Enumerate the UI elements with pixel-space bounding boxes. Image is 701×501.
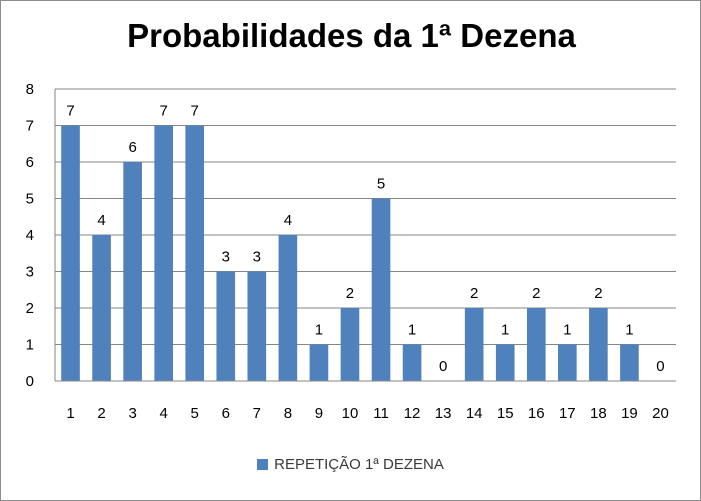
bar xyxy=(61,125,80,381)
data-label: 0 xyxy=(439,358,447,375)
data-label: 1 xyxy=(625,322,633,339)
y-tick-label: 6 xyxy=(26,154,34,171)
bar xyxy=(309,344,329,381)
data-label: 0 xyxy=(656,358,664,375)
data-label: 1 xyxy=(501,322,509,339)
bar xyxy=(371,198,391,381)
y-tick-label: 2 xyxy=(26,300,34,317)
chart-title: Probabilidades da 1ª Dezena xyxy=(127,17,576,54)
y-tick-label: 0 xyxy=(26,373,34,390)
data-label: 1 xyxy=(563,322,571,339)
x-tick-label: 18 xyxy=(590,405,607,422)
legend-label: REPETIÇÃO 1ª DEZENA xyxy=(274,456,444,473)
data-label: 2 xyxy=(346,285,354,302)
data-label: 5 xyxy=(377,176,385,193)
y-tick-label: 4 xyxy=(26,227,34,244)
x-tick-label: 15 xyxy=(497,405,514,422)
x-tick-label: 7 xyxy=(253,405,261,422)
bar xyxy=(526,308,546,381)
x-tick-label: 20 xyxy=(652,405,669,422)
y-tick-label: 7 xyxy=(26,118,34,135)
x-tick-label: 2 xyxy=(97,405,105,422)
data-label: 7 xyxy=(191,103,199,120)
bar xyxy=(340,308,360,381)
x-tick-label: 6 xyxy=(222,405,230,422)
bar xyxy=(495,344,515,381)
bar xyxy=(154,125,173,381)
bar xyxy=(558,344,577,381)
y-tick-label: 8 xyxy=(26,81,34,98)
x-tick-label: 8 xyxy=(284,405,292,422)
x-tick-label: 10 xyxy=(342,405,359,422)
bar xyxy=(247,271,267,381)
data-label: 3 xyxy=(253,249,261,266)
bar xyxy=(464,308,484,381)
x-tick-label: 12 xyxy=(404,405,421,422)
bar xyxy=(185,125,205,381)
bar xyxy=(278,235,298,381)
x-tick-label: 1 xyxy=(66,405,74,422)
bar xyxy=(123,162,142,381)
x-tick-label: 9 xyxy=(315,405,323,422)
data-label: 4 xyxy=(97,212,105,229)
data-label: 6 xyxy=(128,139,136,156)
bar xyxy=(589,308,608,381)
bar xyxy=(620,344,639,381)
y-tick-label: 1 xyxy=(26,337,34,354)
data-label: 1 xyxy=(315,322,323,339)
x-tick-label: 4 xyxy=(160,405,168,422)
data-label: 2 xyxy=(470,285,478,302)
x-tick-label: 5 xyxy=(191,405,199,422)
x-tick-label: 16 xyxy=(528,405,545,422)
data-label: 1 xyxy=(408,322,416,339)
x-tick-label: 3 xyxy=(128,405,136,422)
y-tick-label: 3 xyxy=(26,264,34,281)
x-tick-label: 17 xyxy=(559,405,576,422)
x-tick-label: 13 xyxy=(435,405,452,422)
data-label: 2 xyxy=(532,285,540,302)
data-label: 4 xyxy=(284,212,292,229)
legend: REPETIÇÃO 1ª DEZENA xyxy=(0,456,701,473)
x-tick-label: 11 xyxy=(373,405,389,422)
data-label: 3 xyxy=(222,249,230,266)
data-label: 7 xyxy=(160,103,168,120)
bar xyxy=(402,344,422,381)
x-tick-label: 14 xyxy=(466,405,483,422)
legend-swatch xyxy=(257,459,269,470)
bar xyxy=(216,271,236,381)
bar xyxy=(92,235,111,381)
x-tick-label: 19 xyxy=(621,405,638,422)
data-label: 2 xyxy=(594,285,602,302)
y-tick-label: 5 xyxy=(26,191,34,208)
data-label: 7 xyxy=(66,103,74,120)
